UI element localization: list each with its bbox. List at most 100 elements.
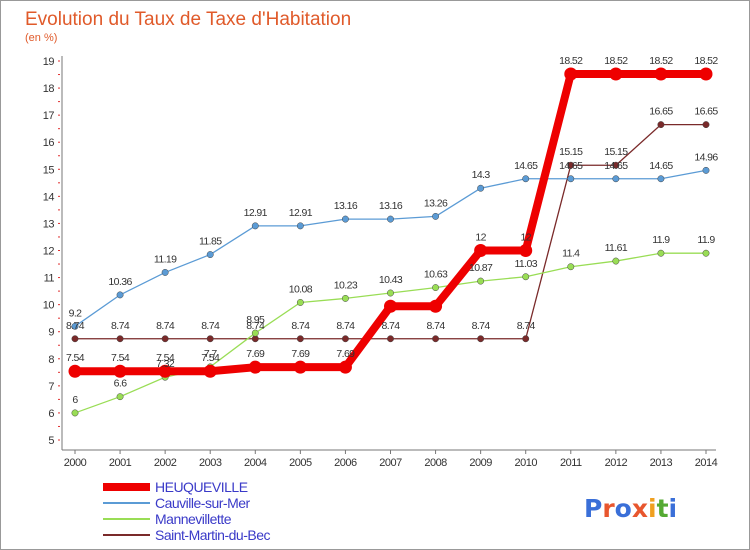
data-point	[341, 294, 349, 302]
x-tick-label: 2013	[650, 457, 673, 469]
data-label: 12	[520, 232, 531, 244]
data-label: 14.65	[559, 160, 583, 172]
data-point	[161, 268, 169, 276]
legend-label: Cauville-sur-Mer	[155, 495, 251, 511]
data-point	[203, 364, 217, 378]
data-point	[296, 299, 304, 306]
data-label: 16.65	[649, 106, 673, 118]
data-label: 8.74	[201, 320, 220, 332]
legend: HEUQUEVILLECauville-sur-MerMannevillette…	[103, 479, 271, 543]
x-tick-label: 2000	[64, 457, 87, 469]
data-label: 7.54	[66, 352, 85, 364]
x-tick-label: 2014	[695, 457, 718, 469]
data-point	[116, 393, 124, 401]
data-point	[251, 222, 259, 230]
y-tick-label: 19	[43, 56, 55, 68]
x-tick-label: 2004	[244, 457, 267, 469]
data-label: 9.2	[69, 307, 83, 319]
x-tick-label: 2007	[379, 457, 402, 469]
x-tick-label: 2012	[605, 457, 628, 469]
data-label: 14.65	[649, 160, 673, 172]
data-point	[564, 67, 578, 81]
data-label: 13.16	[379, 200, 403, 212]
data-point	[657, 121, 665, 129]
data-label: 10.08	[289, 283, 313, 295]
legend-item: HEUQUEVILLE	[103, 479, 248, 495]
data-point	[702, 121, 710, 129]
x-tick-label: 2001	[109, 457, 132, 469]
chart-title: Evolution du Taux de Taxe d'Habitation	[25, 9, 351, 30]
data-point	[296, 222, 304, 230]
data-label: 7.69	[246, 348, 265, 360]
data-label: 15.15	[559, 146, 583, 158]
axes: 5 6 7 8 9 10 11 12 13 14 15 16 17 18 19 2000 2001 2002 200…	[43, 56, 718, 469]
legend-item: Cauville-sur-Mer	[103, 495, 251, 511]
data-point	[477, 335, 485, 343]
data-point	[158, 364, 172, 378]
data-point	[612, 175, 620, 183]
data-point	[161, 335, 169, 343]
data-label: 14.65	[514, 160, 538, 172]
legend-item: Saint-Martin-du-Bec	[103, 527, 271, 543]
series-cauville-sur-mer	[71, 166, 710, 330]
data-label: 7.32	[156, 358, 175, 370]
data-label: 11.61	[605, 242, 628, 254]
data-label: 18.52	[649, 55, 673, 67]
y-tick-label: 18	[43, 83, 55, 95]
y-tick-label: 14	[43, 191, 55, 203]
data-point	[71, 409, 79, 417]
data-label: 10.36	[108, 276, 132, 288]
data-point	[702, 249, 710, 257]
data-label: 14.96	[694, 151, 718, 163]
legend-label: Mannevillette	[155, 511, 232, 527]
data-label: 7.7	[204, 348, 218, 360]
chart-subtitle: (en %)	[25, 32, 57, 44]
x-tick-label: 2002	[154, 457, 177, 469]
data-label: 7.54	[111, 352, 130, 364]
data-label: 7.69	[336, 348, 355, 360]
proxiti-logo: Proxiti	[584, 494, 677, 523]
data-label: 10.63	[424, 269, 448, 281]
data-point	[341, 335, 349, 343]
data-label: 11.4	[562, 248, 580, 260]
y-tick-label: 13	[43, 218, 55, 230]
data-label: 10.87	[469, 262, 493, 274]
data-point	[341, 215, 349, 223]
data-point	[522, 335, 530, 343]
data-point	[474, 244, 488, 257]
logo-text: Proxiti	[584, 494, 677, 523]
data-label: 11.03	[514, 258, 537, 270]
data-label: 14.65	[604, 160, 628, 172]
y-tick-label: 16	[43, 137, 55, 149]
data-labels: 8.74 8.74 8.74 8.74 8.74 8.74 8.74 8.74 8.74 8.74…	[66, 55, 719, 406]
y-tick-label: 9	[48, 327, 54, 339]
data-point	[248, 360, 262, 374]
data-label: 7.54	[156, 352, 175, 364]
data-point	[567, 161, 575, 169]
x-tick-label: 2008	[424, 457, 447, 469]
data-point	[387, 335, 394, 343]
data-label: 13.26	[424, 197, 448, 209]
data-point	[251, 329, 259, 337]
data-point	[206, 335, 214, 343]
data-label: 13.16	[334, 200, 358, 212]
data-label: 11.9	[652, 234, 670, 246]
data-label: 7.54	[201, 352, 220, 364]
data-label: 8.74	[517, 320, 536, 332]
data-label: 11.19	[154, 253, 177, 265]
data-label: 8.74	[291, 320, 310, 332]
data-point	[519, 244, 533, 257]
y-tick-label: 11	[44, 273, 55, 285]
data-point	[387, 215, 394, 223]
data-point	[702, 166, 710, 174]
legend-label: Saint-Martin-du-Bec	[155, 527, 270, 543]
data-point	[477, 184, 485, 192]
y-tick-label: 5	[48, 435, 54, 447]
legend-item: Mannevillette	[103, 511, 232, 527]
x-tick-label: 2003	[199, 457, 222, 469]
data-label: 16.65	[694, 106, 718, 118]
y-tick-label: 7	[48, 381, 54, 393]
data-point	[116, 291, 124, 299]
